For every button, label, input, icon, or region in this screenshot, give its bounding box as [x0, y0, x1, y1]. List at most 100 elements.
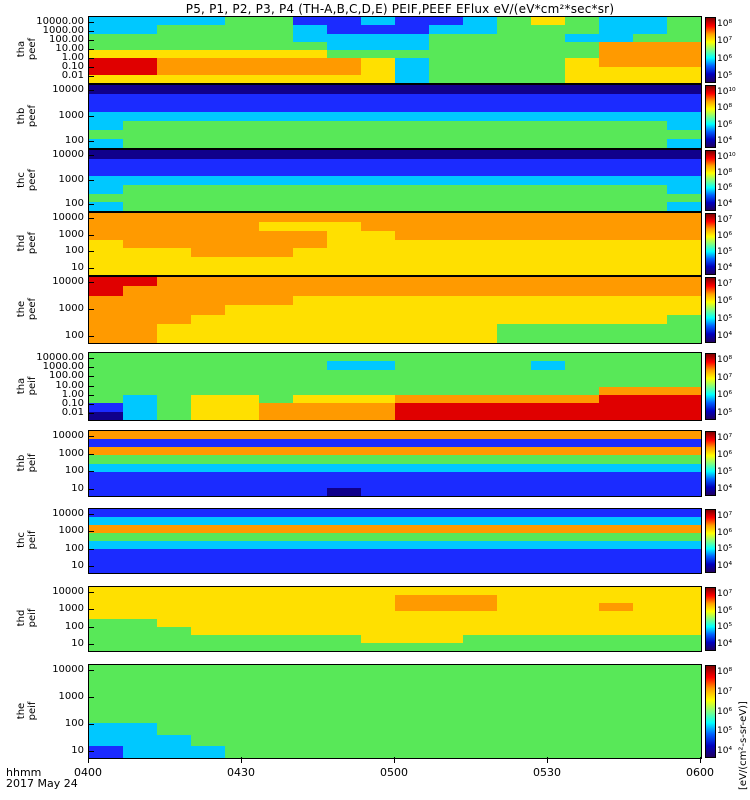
heatmap-cell: [395, 611, 430, 620]
heatmap-cell: [429, 257, 464, 267]
heatmap-cell: [633, 549, 668, 558]
heatmap-cell: [293, 295, 328, 306]
heatmap-cell: [565, 74, 600, 83]
heatmap-cell: [361, 525, 396, 534]
heatmap-cell: [531, 202, 566, 211]
heatmap-cell: [633, 314, 668, 325]
heatmap-cell: [395, 50, 430, 59]
heatmap-cell: [599, 66, 634, 76]
heatmap-cell: [259, 411, 294, 420]
heatmap-cell: [327, 479, 362, 489]
heatmap-cell: [429, 58, 464, 68]
heatmap-cell: [497, 487, 532, 496]
heatmap-cell: [633, 517, 668, 526]
heatmap-cell: [157, 525, 192, 534]
x-tick-label: 0430: [227, 766, 255, 779]
heatmap-cell: [361, 627, 396, 636]
heatmap-cell: [327, 676, 362, 689]
heatmap-cell: [429, 643, 464, 651]
heatmap-cell: [395, 295, 430, 306]
heatmap-cell: [497, 471, 532, 481]
heatmap-cell: [89, 176, 124, 186]
heatmap-cell: [565, 635, 600, 644]
heatmap-cell: [429, 103, 464, 113]
heatmap-cell: [327, 230, 362, 241]
heatmap-cell: [531, 85, 566, 95]
heatmap-cell: [157, 487, 192, 496]
heatmap-cell: [157, 266, 192, 275]
heatmap-cell: [191, 746, 226, 758]
y-tick-mark: [89, 204, 94, 205]
heatmap-cell: [259, 517, 294, 526]
heatmap-cell: [463, 50, 498, 59]
y-tick-mark: [89, 626, 94, 628]
heatmap-cell: [531, 286, 566, 297]
heatmap-cell: [531, 619, 566, 628]
heatmap-cell: [633, 167, 668, 177]
heatmap-cell: [565, 257, 600, 267]
heatmap-cell: [327, 595, 362, 604]
heatmap-cell: [633, 221, 668, 232]
heatmap-cell: [497, 361, 532, 371]
heatmap-cell: [259, 193, 294, 203]
heatmap-cell: [259, 103, 294, 113]
heatmap-cell: [667, 66, 701, 76]
heatmap-cell: [667, 85, 701, 95]
heatmap-cell: [463, 221, 498, 232]
heatmap-cell: [429, 509, 464, 518]
y-tick-label: 10000: [52, 149, 84, 160]
heatmap-cell: [327, 277, 362, 288]
heatmap-cell: [633, 25, 668, 35]
heatmap-cell: [293, 184, 328, 195]
heatmap-cell: [191, 58, 226, 68]
heatmap-cell: [667, 176, 701, 186]
heatmap-cell: [463, 333, 498, 343]
heatmap-cell: [633, 85, 668, 95]
heatmap-cell: [157, 533, 192, 542]
heatmap-cell: [599, 221, 634, 232]
heatmap-cell: [89, 324, 124, 335]
heatmap-cell: [225, 431, 260, 440]
heatmap-cell: [123, 723, 158, 736]
heatmap-cell: [667, 447, 701, 456]
heatmap-cell: [667, 184, 701, 195]
heatmap-cell: [259, 94, 294, 104]
heatmap-cell: [667, 479, 701, 489]
heatmap-cell: [599, 386, 634, 396]
heatmap-cell: [259, 158, 294, 169]
x-tick-label: 0530: [533, 766, 561, 779]
heatmap-cell: [293, 112, 328, 122]
heatmap-cell: [327, 386, 362, 396]
heatmap-cell: [463, 378, 498, 388]
y-tick-label: 10: [71, 638, 84, 649]
heatmap-cell: [599, 595, 634, 604]
heatmap-cell: [531, 455, 566, 465]
heatmap-cell: [497, 324, 532, 335]
colorbar-tick-label: 10⁷: [717, 279, 733, 289]
heatmap-cell: [463, 479, 498, 489]
heatmap-cell: [157, 184, 192, 195]
heatmap-cell: [123, 277, 158, 288]
heatmap-cell: [463, 295, 498, 306]
heatmap-cell: [565, 167, 600, 177]
heatmap-cell: [123, 158, 158, 169]
heatmap-cell: [259, 447, 294, 456]
heatmap-cell: [157, 202, 192, 211]
heatmap-cell: [123, 286, 158, 297]
heatmap-cell: [293, 353, 328, 362]
spectrogram-panel-thc-peef: [88, 149, 702, 212]
heatmap-cell: [565, 699, 600, 713]
heatmap-cell: [327, 525, 362, 534]
heatmap-cell: [327, 403, 362, 413]
heatmap-cell: [89, 58, 124, 68]
heatmap-cell: [123, 103, 158, 113]
heatmap-cell: [293, 533, 328, 542]
heatmap-cell: [633, 723, 668, 736]
heatmap-cell: [633, 176, 668, 186]
heatmap-cell: [565, 361, 600, 371]
heatmap-cell: [531, 734, 566, 747]
heatmap-cell: [259, 711, 294, 724]
heatmap-cell: [497, 221, 532, 232]
heatmap-cell: [225, 221, 260, 232]
heatmap-cell: [293, 277, 328, 288]
